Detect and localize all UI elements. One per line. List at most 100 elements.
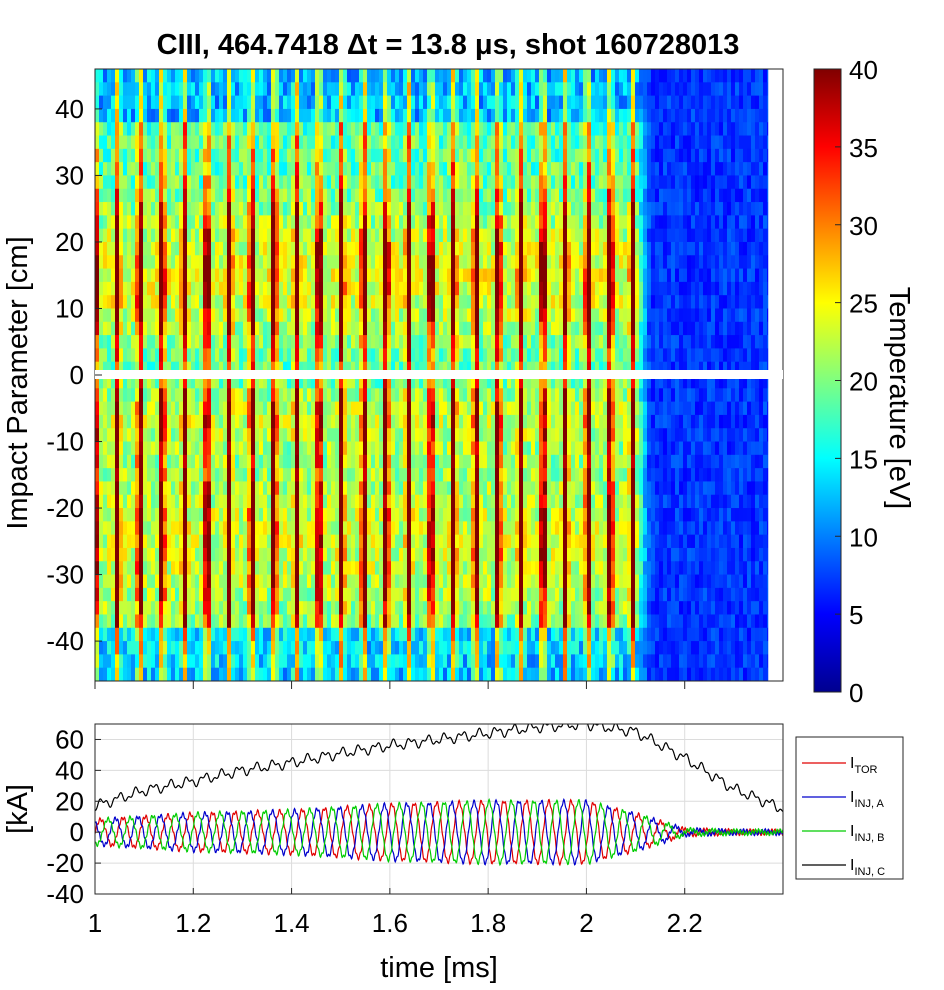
heatmap-cell (503, 361, 508, 376)
heatmap-cell (195, 108, 200, 123)
heatmap-cell (431, 601, 436, 616)
heatmap-cell (131, 654, 136, 669)
heatmap-cell (499, 627, 504, 642)
heatmap-cell (171, 122, 176, 137)
heatmap-cell (455, 69, 460, 83)
heatmap-cell (315, 82, 320, 97)
heatmap-cell (339, 215, 344, 230)
heatmap-cell (455, 95, 460, 110)
heatmap-cell (491, 281, 496, 296)
heatmap-cell (411, 667, 416, 681)
heatmap-cell (251, 481, 256, 496)
heatmap-cell (227, 454, 232, 469)
heatmap-cell (387, 108, 392, 123)
heatmap-cell (191, 667, 196, 681)
heatmap-cell (207, 295, 212, 310)
heatmap-cell (351, 148, 356, 163)
heatmap-cell (183, 574, 188, 589)
heatmap-cell (379, 401, 384, 416)
heatmap-cell (323, 188, 328, 203)
heatmap-cell (435, 295, 440, 310)
heatmap-cell (303, 375, 308, 389)
heatmap-cell (135, 122, 140, 137)
heatmap-cell (455, 148, 460, 163)
heatmap-cell (171, 441, 176, 456)
heatmap-cell (299, 69, 304, 83)
heatmap-cell (375, 401, 380, 416)
heatmap-cell (279, 321, 284, 336)
heatmap-cell (183, 162, 188, 177)
heatmap-cell (139, 428, 144, 443)
heatmap-cell (207, 135, 212, 150)
heatmap-cell (199, 202, 204, 216)
heatmap-cell (327, 508, 332, 522)
heatmap-cell (439, 82, 444, 97)
heatmap-cell (507, 321, 512, 336)
heatmap-cell (419, 574, 424, 589)
heatmap-cell (427, 122, 432, 137)
heatmap-cell (419, 654, 424, 669)
heatmap-cell (295, 95, 300, 110)
heatmap-cell (415, 627, 420, 642)
heatmap-cell (99, 108, 104, 123)
heatmap-cell (455, 268, 460, 283)
heatmap-cell (155, 388, 160, 403)
heatmap-cell (395, 241, 400, 256)
heatmap-cell (475, 401, 480, 416)
heatmap-cell (151, 667, 156, 681)
heatmap-cell (359, 614, 364, 629)
heatmap-cell (251, 388, 256, 403)
heatmap-cell (111, 521, 116, 536)
heatmap-cell (239, 561, 244, 576)
heatmap-cell (311, 295, 316, 310)
heatmap-cell (431, 335, 436, 349)
heatmap-cell (327, 468, 332, 483)
heatmap-cell (195, 587, 200, 602)
heatmap-cell (195, 361, 200, 376)
heatmap-cell (411, 641, 416, 655)
heatmap-cell (251, 175, 256, 190)
heatmap-cell (343, 361, 348, 376)
heatmap-cell (255, 95, 260, 110)
heatmap-cell (447, 481, 452, 496)
heatmap-cell (439, 348, 444, 363)
heatmap-cell (243, 494, 248, 509)
heatmap-cell (95, 255, 100, 270)
heatmap-cell (435, 614, 440, 629)
heatmap-cell (407, 601, 412, 616)
heatmap-cell (391, 481, 396, 496)
heatmap-cell (379, 268, 384, 283)
heatmap-cell (227, 561, 232, 576)
heatmap-cell (463, 308, 468, 323)
heatmap-cell (503, 295, 508, 310)
heatmap-cell (495, 601, 500, 616)
heatmap-cell (147, 348, 152, 363)
heatmap-cell (107, 175, 112, 190)
heatmap-cell (487, 428, 492, 443)
heatmap-cell (127, 188, 132, 203)
heatmap-cell (443, 521, 448, 536)
heatmap-cell (303, 521, 308, 536)
heatmap-cell (191, 361, 196, 376)
heatmap-cell (523, 534, 528, 549)
heatmap-cell (151, 547, 156, 562)
heatmap-cell (463, 108, 468, 123)
heatmap-cell (239, 375, 244, 389)
heatmap-cell (263, 135, 268, 150)
heatmap-cell (527, 401, 532, 416)
heatmap-cell (415, 335, 420, 349)
heatmap-cell (363, 508, 368, 522)
heatmap-cell (363, 468, 368, 483)
heatmap-cell (95, 561, 100, 576)
heatmap-cell (331, 561, 336, 576)
heatmap-cell (475, 574, 480, 589)
heatmap-cell (299, 122, 304, 137)
heatmap-cell (211, 122, 216, 137)
heatmap-cell (491, 481, 496, 496)
heatmap-cell (263, 561, 268, 576)
heatmap-cell (335, 361, 340, 376)
heatmap-cell (375, 82, 380, 97)
heatmap-cell (319, 335, 324, 349)
heatmap-cell (491, 534, 496, 549)
heatmap-cell (503, 574, 508, 589)
